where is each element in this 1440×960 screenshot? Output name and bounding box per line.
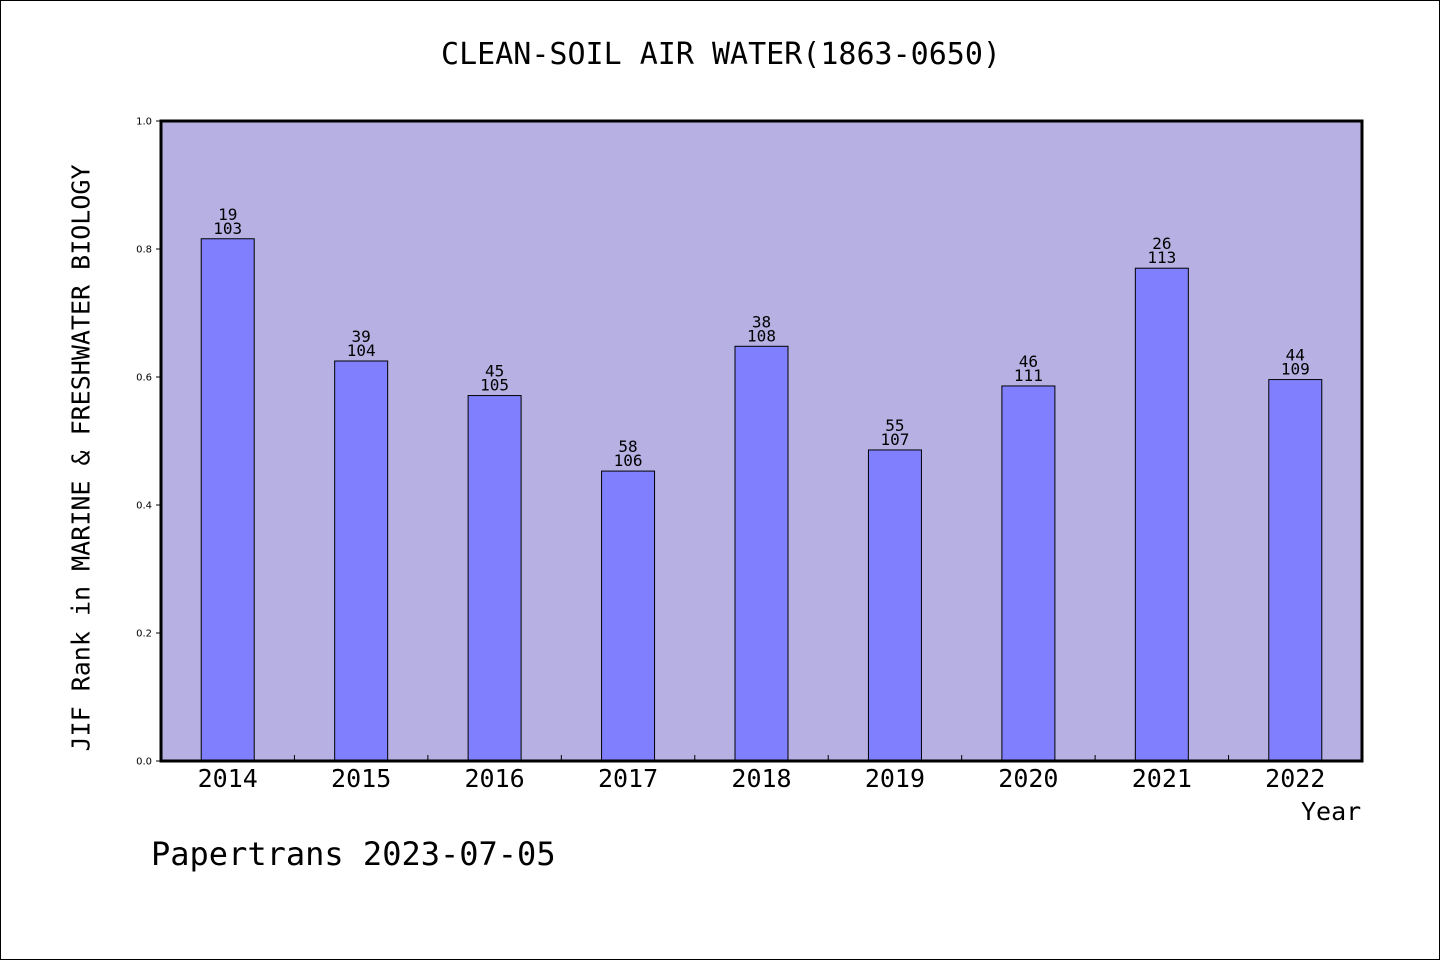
bar-2019: [867, 449, 922, 762]
bar-rank-label-2015: 39: [352, 327, 371, 346]
x-tick-label-2016: 2016: [465, 764, 525, 793]
x-axis-label: Year: [1301, 797, 1362, 826]
bar-total-label-2018: 108: [747, 326, 776, 345]
y-tick-label-0.6: 0.6: [136, 373, 152, 384]
bar-rank-label-2014: 19: [218, 205, 237, 224]
bar-rank-label-2022: 44: [1286, 346, 1305, 365]
bar-rank-label-2017: 58: [618, 437, 637, 456]
y-tick-label-0.4: 0.4: [136, 501, 152, 512]
footer-stamp: Papertrans 2023-07-05: [151, 835, 556, 873]
x-tick-label-2015: 2015: [331, 764, 391, 793]
bar-2020: [1001, 385, 1056, 762]
bar-rank-label-2021: 26: [1152, 234, 1171, 253]
bar-2017: [601, 470, 656, 762]
bar-rank-label-2016: 45: [485, 362, 504, 381]
x-tick-label-2017: 2017: [598, 764, 658, 793]
bar-2021: [1134, 267, 1189, 762]
bar-total-label-2014: 103: [213, 219, 242, 238]
bar-2015: [334, 360, 389, 762]
axes-layer: 2014 2015 2016 2017 2018 2019 2020 2021 2022 0.0 0…: [136, 117, 1325, 794]
x-tick-label-2022: 2022: [1265, 764, 1325, 793]
x-tick-label-2019: 2019: [865, 764, 925, 793]
bar-rank-label-2019: 55: [885, 416, 904, 435]
bar-rank-label-2018: 38: [752, 312, 771, 331]
x-tick-label-2021: 2021: [1132, 764, 1192, 793]
plot-frame: [159, 119, 1364, 763]
bar-total-label-2015: 104: [347, 341, 376, 360]
bar-rank-label-2020: 46: [1019, 352, 1038, 371]
x-tick-label-2014: 2014: [198, 764, 258, 793]
bar-total-label-2022: 109: [1281, 360, 1310, 379]
bar-total-label-2019: 107: [880, 430, 909, 449]
y-tick-label-0.0: 0.0: [136, 757, 152, 768]
bar-2022: [1268, 379, 1323, 762]
y-tick-label-1.0: 1.0: [136, 117, 152, 128]
y-tick-label-0.2: 0.2: [136, 629, 152, 640]
bar-total-label-2017: 106: [614, 451, 643, 470]
bar-total-label-2021: 113: [1147, 248, 1176, 267]
bar-2018: [734, 345, 789, 762]
bar-total-label-2020: 111: [1014, 366, 1043, 385]
bar-2016: [467, 395, 522, 762]
x-tick-label-2018: 2018: [731, 764, 791, 793]
chart-title: CLEAN-SOIL AIR WATER(1863-0650): [441, 37, 1001, 72]
bars-layer: [200, 238, 1323, 762]
bar-total-label-2016: 105: [480, 376, 509, 395]
x-tick-label-2020: 2020: [998, 764, 1058, 793]
bar-2014: [200, 238, 255, 762]
y-tick-label-0.8: 0.8: [136, 245, 152, 256]
